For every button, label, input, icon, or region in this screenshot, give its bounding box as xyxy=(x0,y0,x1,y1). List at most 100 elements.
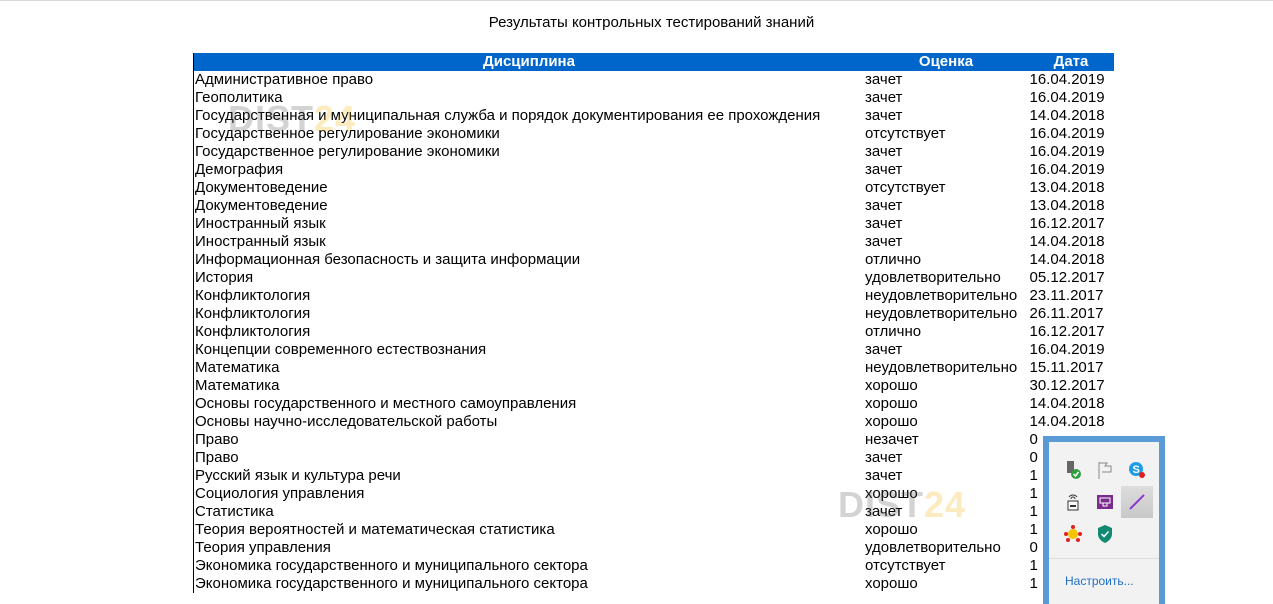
header-discipline: Дисциплина xyxy=(193,53,864,71)
discipline-cell: Математика xyxy=(195,377,280,394)
discipline-cell: Основы научно-исследовательской работы xyxy=(195,413,498,430)
grade-cell: неудовлетворительно xyxy=(865,359,1018,376)
action-center-flag-icon[interactable] xyxy=(1089,454,1121,486)
grade-cell: хорошо xyxy=(865,485,918,502)
table-row: Конфликтология отлично 16.12.2017 xyxy=(194,323,1114,341)
table-row: Основы государственного и местного самоу… xyxy=(194,395,1114,413)
discipline-cell: Конфликтология xyxy=(195,305,311,322)
grade-cell: неудовлетворительно xyxy=(865,305,1018,322)
table-header: Дисциплина Оценка Дата xyxy=(193,53,1114,71)
date-cell: 16.04.2019 xyxy=(1029,71,1105,88)
date-cell: 1 xyxy=(1029,521,1038,538)
table-row: Государственное регулирование экономики з… xyxy=(194,143,1114,161)
date-cell: 1 xyxy=(1029,557,1038,574)
date-cell: 1 xyxy=(1029,467,1038,484)
date-cell: 14.04.2018 xyxy=(1029,413,1105,430)
discipline-cell: Концепции современного естествознания xyxy=(195,341,487,358)
date-cell: 0 xyxy=(1029,449,1038,466)
grade-cell: зачет xyxy=(865,467,903,484)
date-cell: 16.04.2019 xyxy=(1029,125,1105,142)
grade-cell: отлично xyxy=(865,251,922,268)
table-row: Экономика государственного и муниципальн… xyxy=(194,575,1114,593)
discipline-cell: Государственная и муниципальная служба и… xyxy=(195,107,821,124)
discipline-cell: Право xyxy=(195,431,239,448)
table-row: Концепции современного естествознания зач… xyxy=(194,341,1114,359)
discipline-cell: Экономика государственного и муниципальн… xyxy=(195,575,588,592)
network-printer-icon[interactable] xyxy=(1057,486,1089,518)
grade-cell: отсутствует xyxy=(865,125,946,142)
table-row: Документоведение отсутствует 13.04.2018 xyxy=(194,179,1114,197)
table-row: Конфликтология неудовлетворительно 23.11.2… xyxy=(194,287,1114,305)
skype-icon[interactable]: S xyxy=(1121,454,1153,486)
date-cell: 1 xyxy=(1029,575,1038,592)
table-row: Документоведение зачет 13.04.2018 xyxy=(194,197,1114,215)
table-row: Административное право зачет 16.04.2019 xyxy=(194,71,1114,89)
table-row: Социология управления хорошо 1 xyxy=(194,485,1114,503)
grade-cell: зачет xyxy=(865,197,903,214)
grade-cell: отсутствует xyxy=(865,557,946,574)
grade-cell: удовлетворительно xyxy=(865,539,1001,556)
discipline-cell: Конфликтология xyxy=(195,323,311,340)
grade-cell: зачет xyxy=(865,71,903,88)
discipline-cell: Русский язык и культура речи xyxy=(195,467,401,484)
grade-cell: хорошо xyxy=(865,575,918,592)
header-date: Дата xyxy=(1028,53,1114,71)
discipline-cell: Иностранный язык xyxy=(195,215,326,232)
table-row: Математика хорошо 30.12.2017 xyxy=(194,377,1114,395)
grade-cell: зачет xyxy=(865,449,903,466)
table-row: Конфликтология неудовлетворительно 26.11.2… xyxy=(194,305,1114,323)
usb-safe-remove-icon[interactable] xyxy=(1057,454,1089,486)
grade-cell: зачет xyxy=(865,233,903,250)
grade-cell: зачет xyxy=(865,341,903,358)
date-cell: 0 xyxy=(1029,539,1038,556)
security-shield-icon[interactable] xyxy=(1089,518,1121,550)
grade-cell: зачет xyxy=(865,161,903,178)
date-cell: 16.04.2019 xyxy=(1029,161,1105,178)
table-row: Геополитика зачет 16.04.2019 xyxy=(194,89,1114,107)
alert-network-icon[interactable] xyxy=(1057,518,1089,550)
table-row: Статистика зачет 1 xyxy=(194,503,1114,521)
header-grade: Оценка xyxy=(864,53,1029,71)
table-row: Русский язык и культура речи зачет 1 xyxy=(194,467,1114,485)
grade-cell: зачет xyxy=(865,107,903,124)
discipline-cell: Документоведение xyxy=(195,197,328,214)
pen-icon[interactable] xyxy=(1121,486,1153,518)
date-cell: 14.04.2018 xyxy=(1029,107,1105,124)
svg-text:S: S xyxy=(1133,464,1140,476)
grade-cell: зачет xyxy=(865,89,903,106)
grade-cell: хорошо xyxy=(865,413,918,430)
discipline-cell: Право xyxy=(195,449,239,466)
grade-cell: зачет xyxy=(865,215,903,232)
discipline-cell: Государственное регулирование экономики xyxy=(195,125,500,142)
presentation-icon[interactable] xyxy=(1089,486,1121,518)
date-cell: 13.04.2018 xyxy=(1029,179,1105,196)
date-cell: 14.04.2018 xyxy=(1029,233,1105,250)
table-row: Экономика государственного и муниципальн… xyxy=(194,557,1114,575)
page-title: Результаты контрольных тестирований знан… xyxy=(488,14,815,31)
discipline-cell: Математика xyxy=(195,359,280,376)
customize-link[interactable]: Настроить... xyxy=(1065,574,1134,588)
discipline-cell: Документоведение xyxy=(195,179,328,196)
discipline-cell: Социология управления xyxy=(195,485,365,502)
date-cell: 1 xyxy=(1029,503,1038,520)
grade-cell: отлично xyxy=(865,323,922,340)
date-cell: 16.12.2017 xyxy=(1029,215,1105,232)
divider xyxy=(1049,558,1159,559)
table-row: Иностранный язык зачет 16.12.2017 xyxy=(194,215,1114,233)
date-cell: 14.04.2018 xyxy=(1029,395,1105,412)
date-cell: 26.11.2017 xyxy=(1029,305,1104,322)
discipline-cell: История xyxy=(195,269,254,286)
table-row: Иностранный язык зачет 14.04.2018 xyxy=(194,233,1114,251)
date-cell: 05.12.2017 xyxy=(1029,269,1105,286)
date-cell: 15.11.2017 xyxy=(1029,359,1104,376)
table-row: Теория вероятностей и математическая ста… xyxy=(194,521,1114,539)
grade-cell: хорошо xyxy=(865,395,918,412)
discipline-cell: Административное право xyxy=(195,71,374,88)
date-cell: 0 xyxy=(1029,431,1038,448)
grade-cell: отсутствует xyxy=(865,179,946,196)
table-row: Демография зачет 16.04.2019 xyxy=(194,161,1114,179)
date-cell: 14.04.2018 xyxy=(1029,251,1105,268)
table-row: Информационная безопасность и защита инф… xyxy=(194,251,1114,269)
grade-cell: хорошо xyxy=(865,521,918,538)
grade-cell: зачет xyxy=(865,143,903,160)
